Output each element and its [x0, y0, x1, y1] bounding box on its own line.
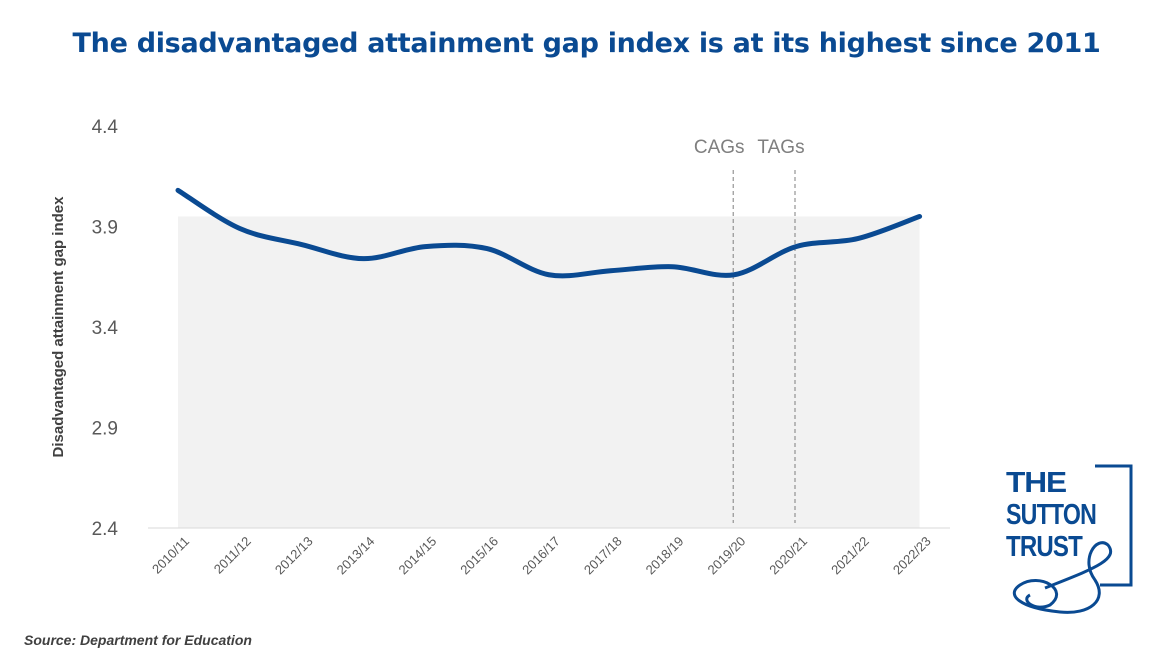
- source-note: Source: Department for Education: [24, 632, 252, 648]
- x-tick-label: 2013/14: [334, 534, 378, 578]
- y-tick-label: 3.9: [92, 218, 118, 239]
- x-tick-label: 2021/22: [828, 534, 872, 578]
- x-tick-label: 2022/23: [890, 534, 934, 578]
- shaded-area: [178, 216, 920, 528]
- x-tick-label: 2010/11: [149, 534, 192, 577]
- x-tick-label: 2011/12: [211, 534, 254, 577]
- y-axis-label: Disadvantaged attainment gap index: [50, 196, 67, 458]
- y-tick-label: 4.4: [92, 117, 119, 138]
- x-tick-label: 2016/17: [519, 534, 563, 578]
- y-tick-label: 2.4: [92, 519, 119, 540]
- chart-title: The disadvantaged attainment gap index i…: [72, 28, 1101, 59]
- x-tick-label: 2018/19: [643, 534, 687, 578]
- y-tick-label: 2.9: [92, 419, 118, 440]
- x-tick-label: 2019/20: [704, 534, 748, 578]
- y-tick-label: 3.4: [92, 318, 119, 339]
- x-tick-label: 2017/18: [581, 534, 625, 578]
- x-tick-label: 2015/16: [457, 534, 501, 578]
- x-tick-label: 2020/21: [766, 534, 810, 578]
- x-tick-label: 2012/13: [272, 534, 316, 578]
- annotation-label: TAGs: [757, 137, 804, 158]
- x-tick-label: 2014/15: [395, 534, 439, 578]
- annotation-label: CAGs: [694, 137, 745, 158]
